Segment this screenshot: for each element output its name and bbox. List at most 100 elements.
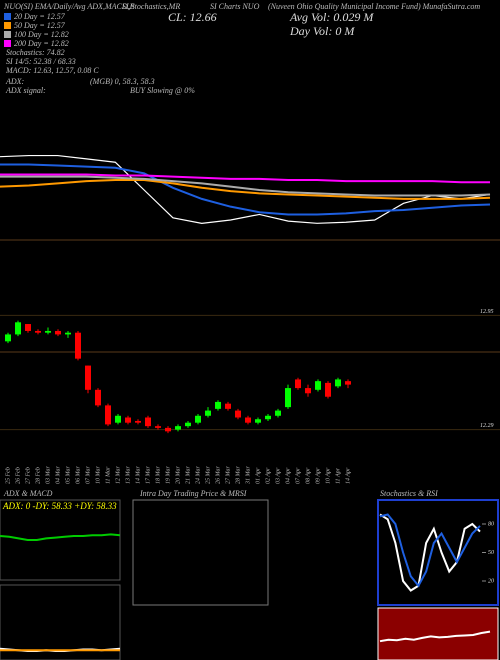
x-tick-label: 04 Apr xyxy=(284,467,291,484)
candle-body xyxy=(45,330,51,333)
y-tick-label: 20 xyxy=(488,578,494,584)
candle-body xyxy=(215,401,221,409)
x-tick-label: 13 Mar xyxy=(125,466,131,484)
candle-body xyxy=(135,420,141,423)
candle-body xyxy=(205,410,211,416)
avg-volume: Avg Vol: 0.029 M xyxy=(289,10,374,24)
candle-body xyxy=(235,410,241,418)
legend-entry: 100 Day = 12.82 xyxy=(14,30,69,39)
candle-body xyxy=(195,415,201,423)
close-price: CL: 12.66 xyxy=(168,10,217,24)
candle-body xyxy=(15,322,21,335)
x-tick-label: 20 Mar xyxy=(175,466,181,484)
legend-swatch xyxy=(4,13,11,20)
panel-title: Stochastics & RSI xyxy=(380,489,438,498)
x-tick-label: 07 Apr xyxy=(295,467,301,484)
candle-body xyxy=(75,332,81,359)
header-charts: SI Charts NUO xyxy=(210,2,260,11)
x-tick-label: 01 Apr xyxy=(255,467,261,484)
adx: ADX: xyxy=(5,77,25,86)
x-tick-label: 10 Apr xyxy=(325,467,331,484)
candle-body xyxy=(155,426,161,428)
candle-body xyxy=(95,389,101,406)
si: SI 14/5: 52.38 / 68.33 xyxy=(6,57,76,66)
x-tick-label: 05 Mar xyxy=(65,466,71,484)
candle-body xyxy=(175,426,181,430)
x-tick-label: 09 Apr xyxy=(315,467,321,484)
series-line xyxy=(0,154,491,224)
adx-panel xyxy=(0,499,121,581)
candle-body xyxy=(85,365,91,390)
y-tick-label: 50 xyxy=(488,550,494,556)
x-tick-label: 25 Feb xyxy=(5,467,11,484)
series-line xyxy=(379,513,481,588)
x-tick-label: 21 Mar xyxy=(185,466,191,484)
stochastic-panel xyxy=(377,499,499,606)
x-tick-label: 11 Apr xyxy=(335,467,341,484)
x-tick-label: 08 Apr xyxy=(305,467,311,484)
header-right: (Nuveen Ohio Quality Municipal Income Fu… xyxy=(268,2,480,11)
y-tick-label: 12.95 xyxy=(480,309,494,315)
day-volume: Day Vol: 0 M xyxy=(289,24,355,38)
y-tick-label: 12.29 xyxy=(480,423,494,429)
candle-body xyxy=(315,381,321,390)
candle-body xyxy=(285,388,291,408)
legend-swatch xyxy=(4,22,11,29)
header-middle: SI,Stochastics,MR xyxy=(122,2,180,11)
series-line xyxy=(0,175,491,197)
legend-entry: 200 Day = 12.82 xyxy=(14,39,69,48)
series-line xyxy=(379,630,491,643)
candle-body xyxy=(125,417,131,423)
legend-swatch xyxy=(4,31,11,38)
y-tick-label: 80 xyxy=(488,521,494,527)
adx-values: (MGB) 0, 58.3, 58.3 xyxy=(90,77,155,86)
adx-label: ADX: 0 -DY: 58.33 +DY: 58.33 xyxy=(2,501,117,511)
adx-signal-value: BUY Slowing @ 0% xyxy=(130,86,195,95)
candle-body xyxy=(65,332,71,335)
series-line xyxy=(0,173,490,184)
candle-body xyxy=(305,388,311,394)
candle-body xyxy=(185,422,191,427)
candle-body xyxy=(345,381,351,385)
candle-body xyxy=(25,324,31,331)
x-tick-label: 28 Feb xyxy=(35,467,41,484)
legend-swatch xyxy=(4,40,11,47)
candle-body xyxy=(265,415,271,420)
macd: MACD: 12.63, 12.57, 0.08 C xyxy=(5,66,99,75)
series-line xyxy=(379,513,481,592)
stochastics: Stochastics: 74.82 xyxy=(6,48,65,57)
series-line xyxy=(0,163,491,216)
x-tick-label: 27 Mar xyxy=(225,466,231,484)
candle-body xyxy=(245,417,251,423)
x-tick-label: 14 Apr xyxy=(344,467,351,484)
adx-signal: ADX signal: xyxy=(5,86,46,95)
x-tick-label: 18 Mar xyxy=(155,466,161,484)
candle-body xyxy=(115,415,121,423)
panel-title: ADX & MACD xyxy=(3,489,53,498)
x-tick-label: 31 Mar xyxy=(245,466,251,485)
x-tick-label: 04 Mar xyxy=(54,466,61,484)
x-tick-label: 06 Mar xyxy=(75,466,81,484)
candle-body xyxy=(295,379,301,389)
intraday-panel xyxy=(132,499,269,606)
series-line xyxy=(0,179,491,200)
candle-body xyxy=(35,330,41,333)
x-tick-label: 17 Mar xyxy=(145,466,151,484)
x-tick-label: 03 Mar xyxy=(45,466,51,484)
candle-body xyxy=(325,382,331,397)
header-left: NUO(SI) EMA/Daily/Avg ADX,MACD,B xyxy=(3,2,135,11)
candle-body xyxy=(335,379,341,387)
x-tick-label: 10 Mar xyxy=(95,466,101,484)
x-tick-label: 24 Mar xyxy=(194,466,201,484)
legend-entry: 50 Day = 12.57 xyxy=(14,21,66,30)
x-tick-label: 28 Mar xyxy=(235,466,241,484)
candle-body xyxy=(145,417,151,427)
x-tick-label: 03 Apr xyxy=(275,467,281,484)
macd-panel xyxy=(0,584,121,660)
x-tick-label: 26 Mar xyxy=(215,466,221,484)
candle-body xyxy=(5,334,11,342)
candle-body xyxy=(255,419,261,423)
x-tick-label: 25 Mar xyxy=(205,466,211,484)
legend-entry: 20 Day = 12.57 xyxy=(14,12,66,21)
